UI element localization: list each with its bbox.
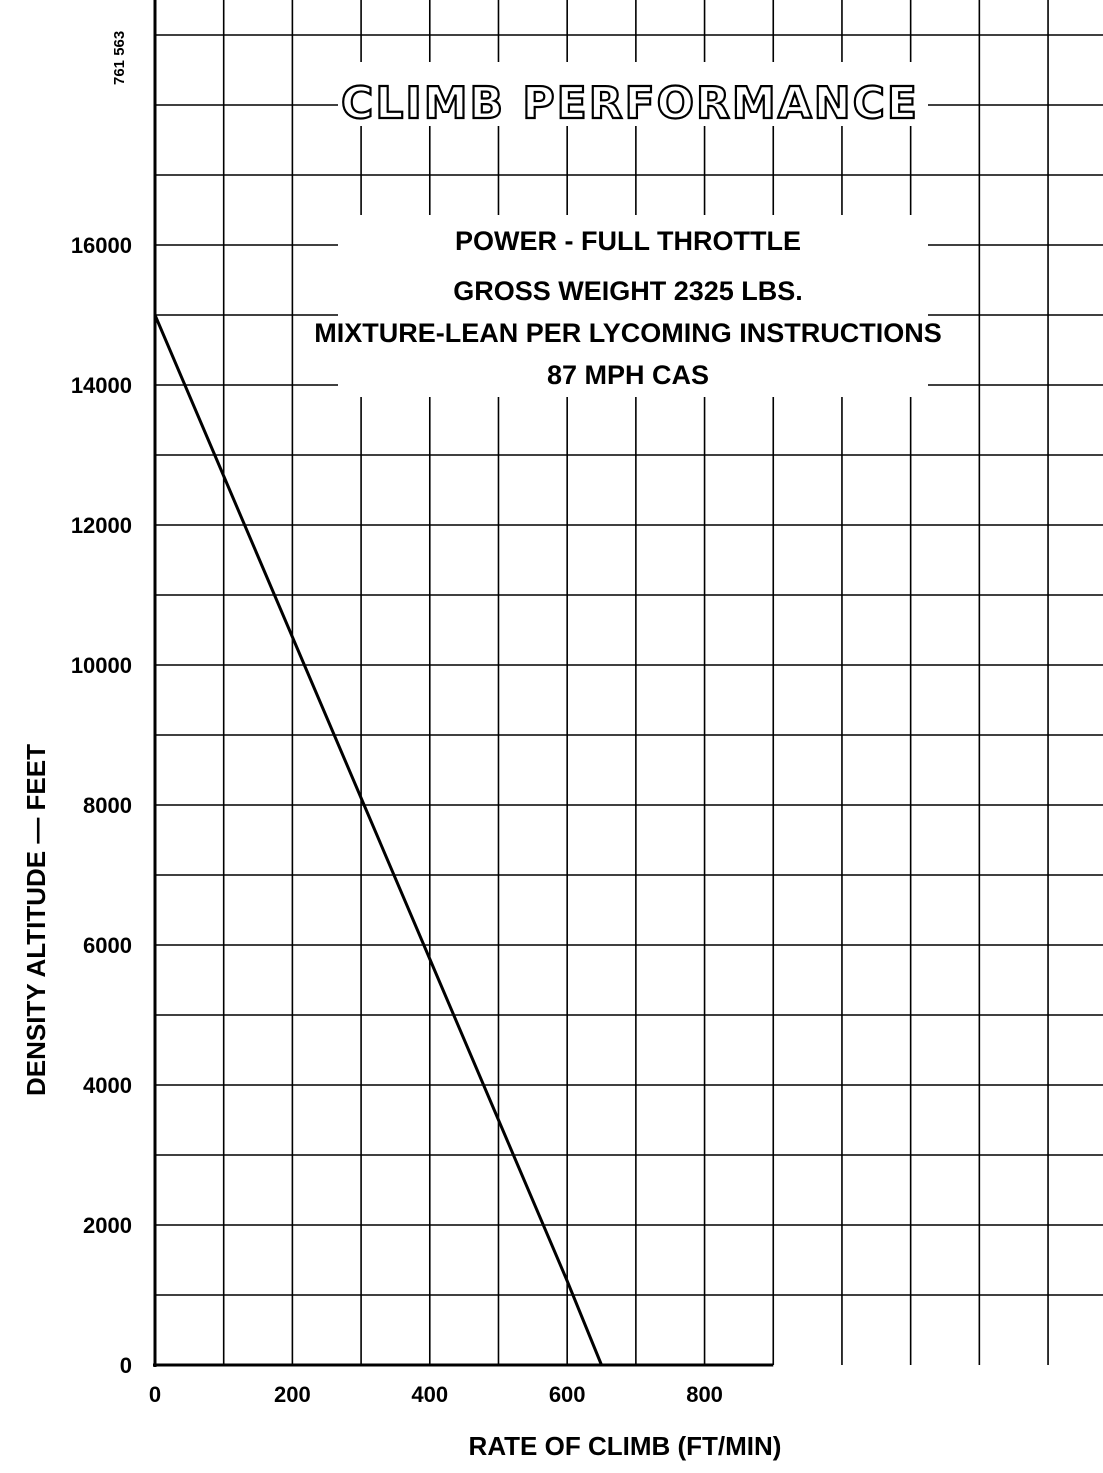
x-tick-label: 600	[549, 1382, 586, 1407]
x-tick-label: 200	[274, 1382, 311, 1407]
y-axis-title: DENSITY ALTITUDE — FEET	[21, 744, 51, 1096]
y-tick-label: 12000	[71, 513, 132, 538]
x-tick-label: 400	[411, 1382, 448, 1407]
note-mixture: MIXTURE-LEAN PER LYCOMING INSTRUCTIONS	[314, 318, 942, 348]
figure-code: 761 563	[111, 31, 128, 85]
y-tick-label: 8000	[83, 793, 132, 818]
note-power: POWER - FULL THROTTLE	[455, 226, 801, 256]
y-tick-label: 16000	[71, 233, 132, 258]
y-tick-label: 4000	[83, 1073, 132, 1098]
notes-backing	[338, 215, 928, 397]
series	[153, 314, 603, 1366]
axes	[153, 0, 774, 1367]
x-tick-label: 800	[686, 1382, 723, 1407]
x-tick-label: 0	[149, 1382, 161, 1407]
y-tick-label: 2000	[83, 1213, 132, 1238]
y-tick-label: 6000	[83, 933, 132, 958]
y-tick-label: 0	[120, 1353, 132, 1378]
y-tick-label: 10000	[71, 653, 132, 678]
y-tick-label: 14000	[71, 373, 132, 398]
tick-labels: 0 200 400 600 800020004000600080001000012000…	[71, 233, 723, 1407]
title-backing	[338, 62, 928, 126]
title-box	[338, 62, 928, 397]
x-axis-title: RATE OF CLIMB (FT/MIN)	[469, 1431, 782, 1461]
chart-title: CLIMB PERFORMANCE	[341, 78, 919, 129]
note-weight: GROSS WEIGHT 2325 LBS.	[453, 276, 803, 306]
grid	[155, 0, 1103, 1365]
series-line-0	[153, 314, 603, 1366]
note-speed: 87 MPH CAS	[547, 360, 709, 390]
